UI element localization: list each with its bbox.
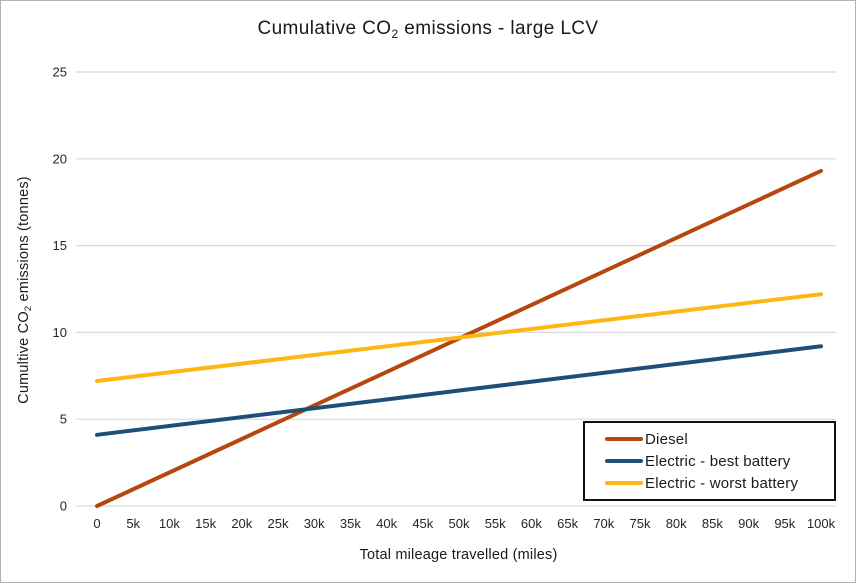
y-tick-label: 15 <box>53 238 67 253</box>
x-tick-label: 95k <box>774 516 795 531</box>
x-tick-label: 0 <box>93 516 100 531</box>
x-tick-label: 85k <box>702 516 723 531</box>
legend: Diesel Electric - best battery Electric … <box>583 421 836 501</box>
legend-item-electric-best: Electric - best battery <box>605 453 830 470</box>
x-tick-label: 90k <box>738 516 759 531</box>
x-tick-label: 60k <box>521 516 542 531</box>
x-tick-label: 15k <box>195 516 216 531</box>
x-tick-label: 35k <box>340 516 361 531</box>
x-tick-label: 20k <box>231 516 252 531</box>
y-tick-label: 20 <box>53 151 67 166</box>
chart-title: Cumulative CO2 emissions - large LCV <box>1 18 855 41</box>
legend-item-diesel: Diesel <box>605 431 830 448</box>
x-tick-label: 55k <box>485 516 506 531</box>
legend-label: Diesel <box>645 430 688 448</box>
series-line-electric-worst-battery <box>95 292 823 384</box>
chart-title-post: emissions - large LCV <box>398 18 599 39</box>
x-tick-label: 65k <box>557 516 578 531</box>
legend-label: Electric - worst battery <box>645 474 799 492</box>
legend-swatch-electric-best <box>605 459 643 463</box>
x-tick-label: 80k <box>666 516 687 531</box>
y-tick-label: 5 <box>60 412 67 427</box>
x-tick-label: 70k <box>593 516 614 531</box>
x-tick-label: 75k <box>630 516 651 531</box>
x-tick-label: 10k <box>159 516 180 531</box>
y-tick-label: 10 <box>53 325 67 340</box>
x-tick-label: 5k <box>126 516 140 531</box>
series-line-electric-best-battery <box>95 344 823 437</box>
x-tick-label: 40k <box>376 516 397 531</box>
x-tick-label: 25k <box>268 516 289 531</box>
x-tick-label: 45k <box>412 516 433 531</box>
y-tick-label: 0 <box>60 499 67 514</box>
chart-title-subscript: 2 <box>391 27 399 41</box>
y-tick-label: 25 <box>53 65 67 80</box>
x-tick-label: 100k <box>807 516 836 531</box>
x-tick-label: 50k <box>449 516 470 531</box>
x-axis-label: Total mileage travelled (miles) <box>359 547 558 563</box>
x-tick-label: 30k <box>304 516 325 531</box>
legend-label: Electric - best battery <box>645 452 791 470</box>
legend-swatch-diesel <box>605 437 643 441</box>
legend-item-electric-worst: Electric - worst battery <box>605 475 830 492</box>
legend-swatch-electric-worst <box>605 481 643 485</box>
chart-title-pre: Cumulative CO <box>257 18 392 39</box>
